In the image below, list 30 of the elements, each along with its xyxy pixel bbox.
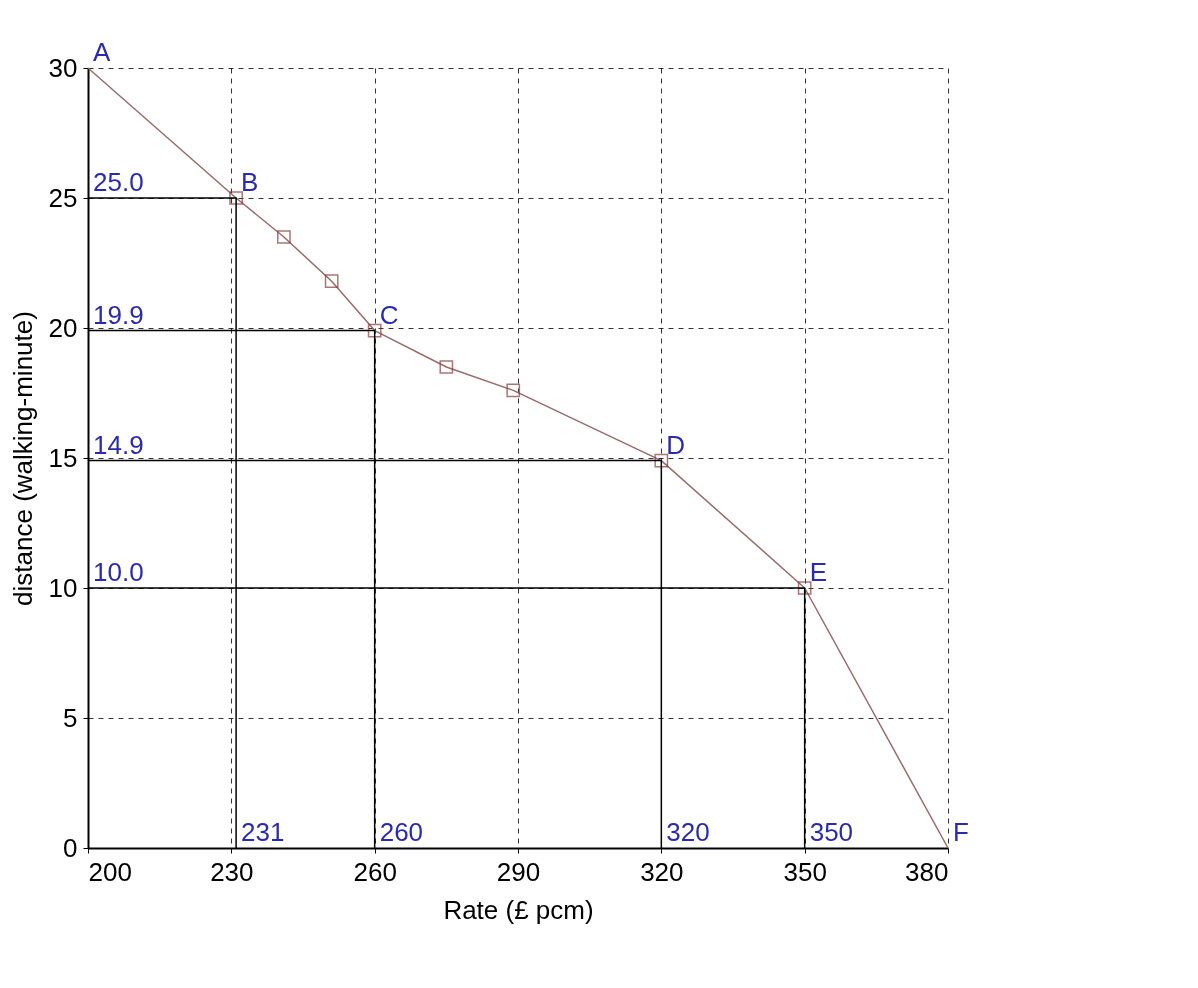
x-tick-label: 260 bbox=[353, 856, 397, 887]
y-axis-title: distance (walking-minute) bbox=[7, 311, 38, 606]
y-tick-label: 25 bbox=[48, 182, 78, 213]
y-tick-label: 5 bbox=[63, 702, 78, 733]
annotation: C bbox=[379, 299, 399, 330]
y-tick-label: 20 bbox=[48, 312, 78, 343]
y-tick-label: 15 bbox=[48, 442, 78, 473]
x-tick-label: 350 bbox=[783, 856, 827, 887]
y-tick-label: 10 bbox=[48, 572, 78, 603]
annotation: 25.0 bbox=[93, 167, 144, 197]
annotation: 19.9 bbox=[93, 299, 144, 330]
y-tick-label: 30 bbox=[48, 52, 78, 83]
annotation: 10.0 bbox=[93, 557, 144, 587]
annotation: 260 bbox=[379, 817, 424, 847]
annotation: 231 bbox=[241, 817, 285, 847]
annotation: D bbox=[666, 429, 686, 460]
annotation: B bbox=[241, 167, 259, 197]
x-tick-label: 200 bbox=[88, 856, 132, 887]
x-axis-title: Rate (£ pcm) bbox=[443, 894, 594, 925]
annotation: 14.9 bbox=[93, 429, 144, 460]
x-tick-label: 230 bbox=[210, 856, 254, 887]
annotation: 320 bbox=[666, 817, 710, 847]
annotation: 350 bbox=[809, 817, 854, 847]
x-tick-label: 380 bbox=[905, 856, 949, 887]
x-tick-label: 290 bbox=[496, 856, 541, 887]
x-tick-label: 320 bbox=[640, 856, 684, 887]
annotation: F bbox=[953, 817, 969, 847]
annotation: E bbox=[809, 557, 828, 587]
annotation: A bbox=[93, 37, 111, 67]
y-tick-label: 0 bbox=[63, 832, 78, 863]
